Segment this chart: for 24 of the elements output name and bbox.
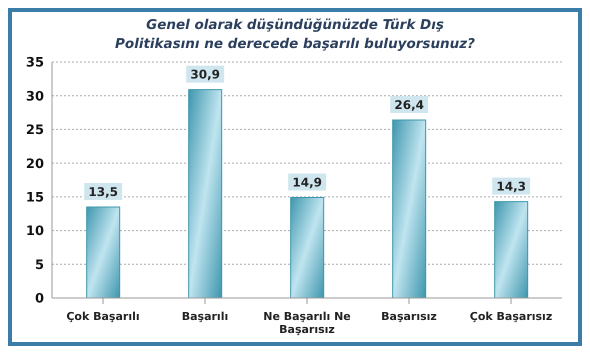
bar: [494, 201, 528, 298]
x-tick-label: Başarısız: [381, 310, 437, 323]
x-tick-label: Çok Başarılı: [66, 310, 140, 323]
y-tick-label: 25: [26, 123, 44, 138]
bar: [392, 119, 426, 298]
y-tick-label: 30: [26, 89, 44, 104]
data-label: 26,4: [394, 98, 424, 112]
data-label: 30,9: [190, 68, 220, 82]
bar: [86, 206, 120, 298]
x-tick-label: Başarılı: [182, 310, 228, 323]
chart-title: Genel olarak düşündüğünüzde Türk Dış Politikasını ne derecede başarılı buluyorsunuz?: [115, 17, 475, 52]
data-label: 14,9: [292, 176, 322, 190]
data-label: 14,3: [496, 180, 526, 194]
x-tick-label: Çok Başarısız: [470, 310, 552, 323]
y-tick-label: 20: [26, 156, 44, 172]
y-tick-label: 10: [26, 224, 44, 240]
bar: [290, 197, 324, 298]
bar: [188, 89, 222, 298]
y-tick-label: 0: [34, 292, 44, 307]
y-tick-label: 35: [26, 56, 44, 71]
y-tick-label: 15: [26, 190, 44, 206]
data-label: 13,5: [88, 184, 118, 199]
x-tick-label: Ne Başarılı Ne Başarısız: [263, 310, 351, 336]
y-tick-label: 5: [34, 258, 44, 273]
